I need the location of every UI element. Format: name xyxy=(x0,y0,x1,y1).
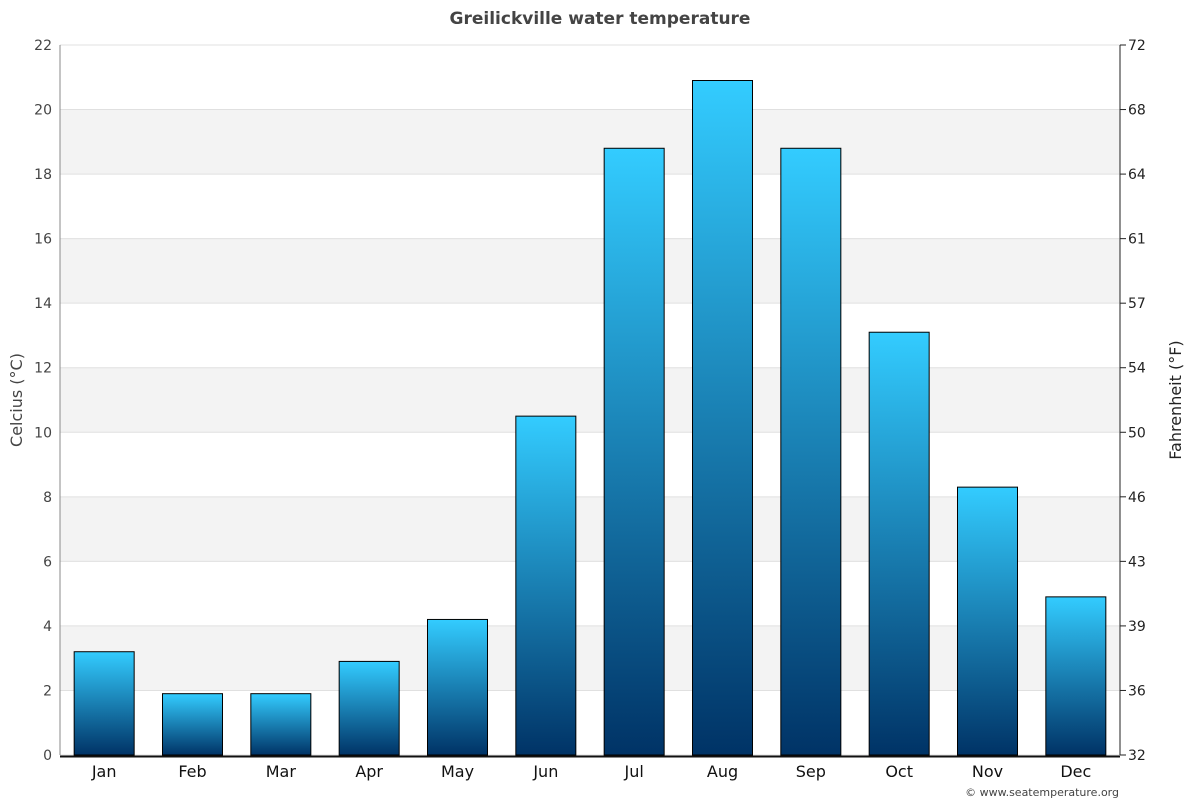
x-tick-label: Jul xyxy=(624,762,644,781)
y-tick-label: 10 xyxy=(34,425,52,441)
bar-may[interactable] xyxy=(427,618,488,756)
y2-tick-label: 54 xyxy=(1128,361,1146,377)
bar-mar[interactable] xyxy=(250,693,312,756)
y2-tick-label: 50 xyxy=(1128,425,1146,441)
y-axis-label: Celcius (°C) xyxy=(7,353,26,447)
grid-band xyxy=(60,367,1120,433)
y2-tick-label: 36 xyxy=(1128,683,1146,699)
y-tick-label: 20 xyxy=(34,103,52,119)
y-tick-label: 6 xyxy=(43,554,52,570)
credit-text[interactable]: © www.seatemperature.org xyxy=(965,786,1119,799)
y-tick-label: 18 xyxy=(34,167,52,183)
y2-tick-label: 46 xyxy=(1128,490,1146,506)
y2-tick-label: 39 xyxy=(1128,619,1146,635)
bar-oct[interactable] xyxy=(868,331,930,756)
grid-band xyxy=(60,238,1120,304)
bar-sep[interactable] xyxy=(780,147,842,756)
y-tick-label: 16 xyxy=(34,232,52,248)
x-tick-label: Apr xyxy=(355,762,383,781)
y2-axis-label: Fahrenheit (°F) xyxy=(1166,340,1185,459)
grid-band xyxy=(60,625,1120,691)
y-tick-label: 14 xyxy=(34,296,52,312)
bar-feb[interactable] xyxy=(162,693,223,756)
y-tick-label: 2 xyxy=(43,683,52,699)
grid-band xyxy=(60,496,1120,562)
bar-jul[interactable] xyxy=(603,147,665,756)
y2-tick-label: 68 xyxy=(1128,103,1146,119)
x-tick-label: Oct xyxy=(885,762,913,781)
y-tick-label: 8 xyxy=(43,490,52,506)
bar-dec[interactable] xyxy=(1045,596,1107,756)
x-tick-label: Nov xyxy=(972,762,1003,781)
x-tick-label: May xyxy=(441,762,474,781)
bar-aug[interactable] xyxy=(692,80,753,756)
y2-tick-label: 64 xyxy=(1128,167,1146,183)
x-tick-label: Jun xyxy=(532,762,558,781)
x-tick-label: Jan xyxy=(91,762,117,781)
y2-tick-label: 57 xyxy=(1128,296,1146,312)
y-tick-label: 22 xyxy=(34,38,52,54)
x-tick-label: Aug xyxy=(707,762,738,781)
y-tick-label: 12 xyxy=(34,361,52,377)
grid-band xyxy=(60,109,1120,175)
x-tick-label: Sep xyxy=(796,762,826,781)
x-tick-label: Feb xyxy=(178,762,206,781)
bar-nov[interactable] xyxy=(957,486,1018,756)
bar-jun[interactable] xyxy=(515,415,577,756)
x-tick-label: Dec xyxy=(1060,762,1091,781)
y2-tick-label: 32 xyxy=(1128,748,1146,764)
y2-tick-label: 61 xyxy=(1128,232,1146,248)
bar-jan[interactable] xyxy=(73,651,135,756)
chart-title: Greilickville water temperature xyxy=(450,9,751,29)
y-tick-label: 4 xyxy=(43,619,52,635)
y2-tick-label: 43 xyxy=(1128,554,1146,570)
x-tick-label: Mar xyxy=(266,762,297,781)
bar-apr[interactable] xyxy=(338,660,400,756)
y-tick-label: 0 xyxy=(43,748,52,764)
y2-tick-label: 72 xyxy=(1128,38,1146,54)
